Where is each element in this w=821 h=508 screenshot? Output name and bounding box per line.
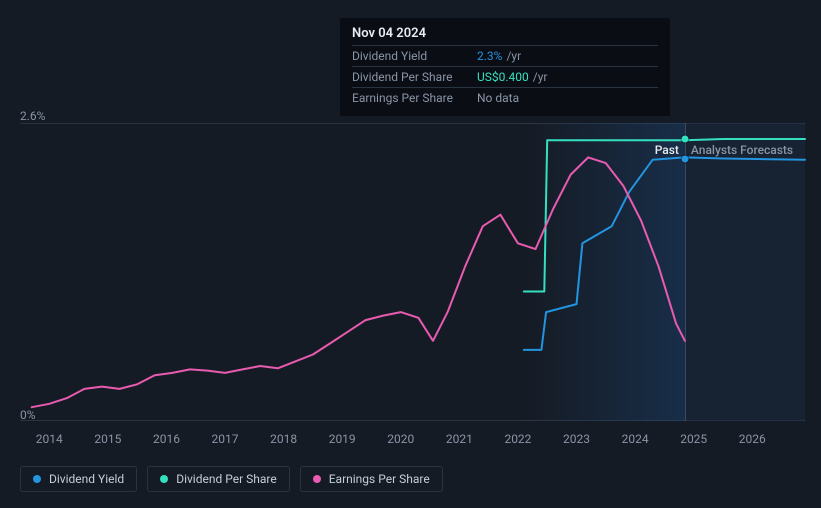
x-axis-tick-label: 2019 [329, 432, 356, 446]
tooltip-row: Earnings Per ShareNo data [352, 87, 658, 108]
x-axis-tick-label: 2025 [680, 432, 707, 446]
tooltip-row: Dividend Per ShareUS$0.400/yr [352, 66, 658, 87]
tooltip-row-value: 2.3% [477, 49, 502, 63]
tooltip-row-label: Earnings Per Share [352, 91, 477, 105]
x-axis-tick-label: 2026 [739, 432, 766, 446]
tooltip-row-unit: /yr [533, 70, 548, 84]
tooltip-row-label: Dividend Yield [352, 49, 477, 63]
x-axis-tick-label: 2022 [504, 432, 531, 446]
tooltip-row-label: Dividend Per Share [352, 70, 477, 84]
y-axis-max-label: 2.6% [20, 109, 45, 123]
x-axis-tick-label: 2023 [563, 432, 590, 446]
legend-dot-icon [313, 475, 321, 483]
chart-marker [681, 136, 688, 143]
chart-legend: Dividend Yield Dividend Per Share Earnings… [20, 466, 443, 492]
x-axis-tick-label: 2014 [36, 432, 63, 446]
x-axis-tick-label: 2018 [270, 432, 297, 446]
x-axis-tick-label: 2020 [387, 432, 414, 446]
series-line [524, 139, 805, 292]
series-line [524, 157, 805, 350]
x-axis-tick-label: 2016 [153, 432, 180, 446]
legend-label: Dividend Yield [49, 472, 124, 486]
tooltip-date: Nov 04 2024 [352, 26, 658, 45]
plot-area[interactable]: Past Analysts Forecasts [20, 123, 805, 421]
legend-item[interactable]: Dividend Per Share [147, 466, 290, 492]
legend-dot-icon [160, 475, 168, 483]
series-line [32, 157, 685, 407]
legend-label: Dividend Per Share [176, 472, 277, 486]
chart-lines [20, 123, 805, 421]
legend-dot-icon [33, 475, 41, 483]
x-axis-tick-label: 2021 [446, 432, 473, 446]
x-axis-tick-label: 2015 [94, 432, 121, 446]
x-axis-tick-label: 2024 [622, 432, 649, 446]
legend-item[interactable]: Earnings Per Share [300, 466, 443, 492]
chart-tooltip: Nov 04 2024 Dividend Yield2.3%/yrDividen… [340, 18, 670, 116]
tooltip-row: Dividend Yield2.3% /yr [352, 45, 658, 66]
legend-label: Earnings Per Share [329, 472, 430, 486]
tooltip-row-value: US$0.400 [477, 70, 529, 84]
tooltip-row-unit: /yr [506, 49, 521, 63]
chart-marker [681, 155, 688, 162]
tooltip-row-value: No data [477, 91, 519, 105]
legend-item[interactable]: Dividend Yield [20, 466, 137, 492]
x-axis-tick-label: 2017 [212, 432, 239, 446]
